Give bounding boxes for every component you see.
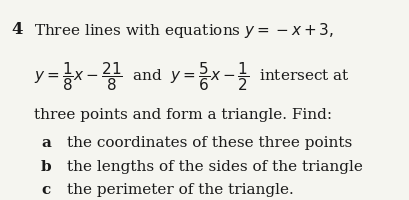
Text: the perimeter of the triangle.: the perimeter of the triangle. [67,183,293,197]
Text: $y = \dfrac{1}{8}x - \dfrac{21}{8}$  and  $y = \dfrac{5}{6}x - \dfrac{1}{2}$  in: $y = \dfrac{1}{8}x - \dfrac{21}{8}$ and … [34,60,349,93]
Text: c: c [41,183,50,197]
Text: a: a [41,136,51,150]
Text: b: b [41,160,52,174]
Text: 4: 4 [11,21,23,38]
Text: the lengths of the sides of the triangle: the lengths of the sides of the triangle [67,160,362,174]
Text: Three lines with equations $y = -x + 3,$: Three lines with equations $y = -x + 3,$ [34,21,333,40]
Text: three points and form a triangle. Find:: three points and form a triangle. Find: [34,108,331,122]
Text: the coordinates of these three points: the coordinates of these three points [67,136,351,150]
